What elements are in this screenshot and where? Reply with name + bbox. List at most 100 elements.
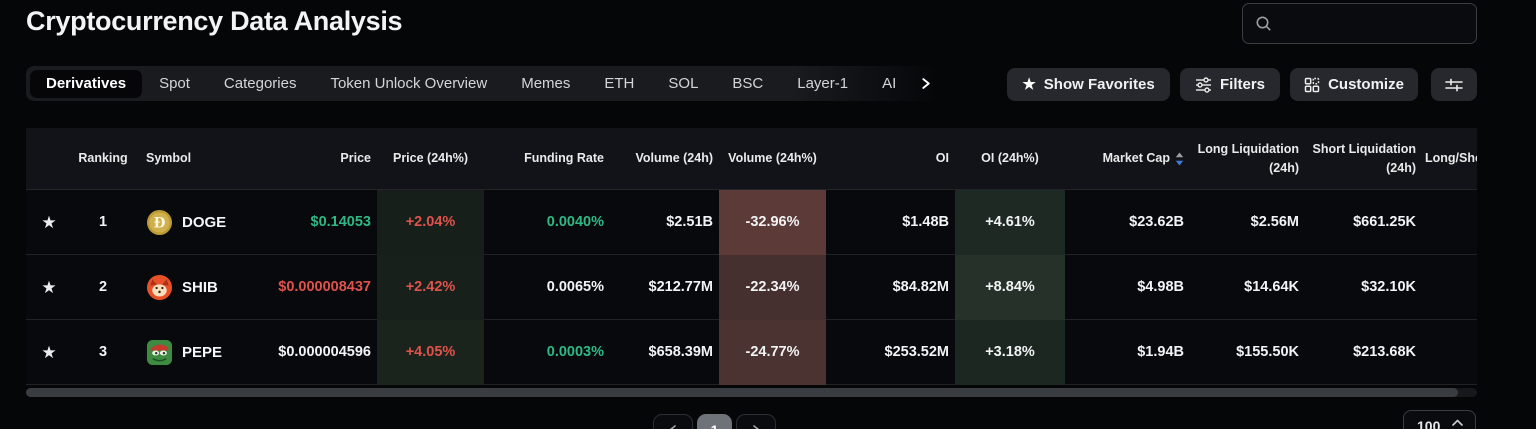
price-change-cell: +4.05% xyxy=(377,320,484,385)
tab-bsc[interactable]: BSC xyxy=(732,75,764,92)
symbol-cell[interactable]: Ð DOGE xyxy=(134,190,240,254)
volume-change-cell: -22.34% xyxy=(719,255,826,320)
col-long-liquidation[interactable]: Long Liquidation (24h) xyxy=(1197,142,1299,175)
volume-cell: $2.51B xyxy=(666,214,713,230)
long-liquidation-cell: $14.64K xyxy=(1244,279,1299,295)
pagination-current-page[interactable]: 1 xyxy=(697,414,732,429)
col-funding-rate[interactable]: Funding Rate xyxy=(524,151,604,166)
col-oi[interactable]: OI xyxy=(935,151,949,166)
pagination-prev-button[interactable] xyxy=(653,414,693,429)
price-cell: $0.000008437 xyxy=(278,279,371,295)
oi-cell: $253.52M xyxy=(884,344,950,360)
price-cell: $0.14053 xyxy=(310,214,371,230)
tab-derivatives[interactable]: Derivatives xyxy=(30,69,143,98)
tab-spot[interactable]: Spot xyxy=(159,75,190,92)
col-market-cap[interactable]: Market Cap xyxy=(1065,128,1190,189)
funding-rate-cell: 0.0003% xyxy=(546,344,604,360)
column-settings-button[interactable] xyxy=(1431,68,1477,101)
symbol-cell[interactable]: PEPE xyxy=(134,320,240,384)
search-icon xyxy=(1255,15,1272,32)
tab-ai[interactable]: AI xyxy=(882,75,897,92)
table-row[interactable]: ★ 2 SHIB $0.000008437 +2.42% 0.0065% $21… xyxy=(26,255,1477,320)
customize-button[interactable]: Customize xyxy=(1290,68,1418,101)
oi-change-cell: +8.84% xyxy=(955,255,1065,320)
tab-layer-1[interactable]: Layer-1 xyxy=(797,75,849,92)
page-size-stepper[interactable]: 100 xyxy=(1403,410,1476,429)
long-short-cell xyxy=(1422,320,1477,384)
col-price-24h[interactable]: Price (24h%) xyxy=(392,151,469,166)
col-symbol[interactable]: Symbol xyxy=(146,151,192,166)
chevron-right-icon xyxy=(750,424,762,429)
col-long-short[interactable]: Long/Short xyxy=(1425,151,1477,166)
market-cap-cell: $4.98B xyxy=(1137,279,1184,295)
pagination-next-button[interactable] xyxy=(736,414,776,429)
derivatives-table: Ranking Symbol Price Price (24h%) Fundin… xyxy=(26,128,1477,385)
sort-indicator-icon xyxy=(1175,152,1184,166)
favorite-star-icon[interactable]: ★ xyxy=(41,342,57,362)
oi-change-cell: +3.18% xyxy=(955,320,1065,385)
category-tabs: Derivatives Spot Categories Token Unlock… xyxy=(26,66,938,101)
filters-sliders-icon xyxy=(1195,76,1212,93)
col-short-liquidation[interactable]: Short Liquidation (24h) xyxy=(1312,142,1416,175)
market-cap-cell: $1.94B xyxy=(1137,344,1184,360)
favorite-star-icon[interactable]: ★ xyxy=(41,277,57,297)
tab-token-unlock-overview[interactable]: Token Unlock Overview xyxy=(330,75,488,92)
horizontal-scrollbar-thumb[interactable] xyxy=(26,388,1458,397)
tab-sol[interactable]: SOL xyxy=(668,75,699,92)
short-liquidation-cell: $32.10K xyxy=(1361,279,1416,295)
ranking-cell: 2 xyxy=(98,279,108,295)
funding-rate-cell: 0.0065% xyxy=(546,279,604,295)
star-icon: ★ xyxy=(1022,76,1036,93)
volume-cell: $212.77M xyxy=(648,279,714,295)
oi-cell: $84.82M xyxy=(892,279,949,295)
oi-cell: $1.48B xyxy=(902,214,949,230)
search-input[interactable] xyxy=(1280,15,1464,32)
svg-text:Ð: Ð xyxy=(154,215,166,231)
favorite-cell: ★ xyxy=(26,320,72,384)
sliders-icon xyxy=(1445,77,1463,93)
filters-label: Filters xyxy=(1219,76,1265,93)
chevron-left-icon xyxy=(667,424,679,429)
ranking-cell: 1 xyxy=(98,214,108,230)
volume-change-cell: -24.77% xyxy=(719,320,826,385)
col-price[interactable]: Price xyxy=(340,151,371,166)
tab-memes[interactable]: Memes xyxy=(521,75,571,92)
page-size-value: 100 xyxy=(1417,418,1441,429)
tab-eth[interactable]: ETH xyxy=(604,75,635,92)
col-oi-24h-pct[interactable]: OI (24h%) xyxy=(981,151,1039,166)
tabs-overflow-button[interactable] xyxy=(913,77,938,90)
col-ranking[interactable]: Ranking xyxy=(78,151,128,166)
price-change-cell: +2.04% xyxy=(377,190,484,255)
show-favorites-button[interactable]: ★ Show Favorites xyxy=(1007,68,1170,101)
long-liquidation-cell: $2.56M xyxy=(1250,214,1299,230)
chevron-right-icon xyxy=(919,77,932,90)
symbol-name: PEPE xyxy=(182,343,223,361)
pepe-coin-icon xyxy=(146,339,173,366)
market-cap-label: Market Cap xyxy=(1102,151,1170,166)
doge-coin-icon: Ð xyxy=(146,209,173,236)
oi-change-cell: +4.61% xyxy=(955,190,1065,255)
favorite-cell: ★ xyxy=(26,255,72,319)
volume-cell: $658.39M xyxy=(648,344,714,360)
long-short-cell xyxy=(1422,190,1477,254)
table-row[interactable]: ★ 3 PEPE $0.000004596 +4.05% 0.0003% $65… xyxy=(26,320,1477,385)
table-row[interactable]: ★ 1 Ð DOGE $0.14053 +2.04% 0.0040% $2.51… xyxy=(26,190,1477,255)
tab-categories[interactable]: Categories xyxy=(223,75,297,92)
symbol-name: DOGE xyxy=(182,213,227,231)
customize-label: Customize xyxy=(1328,76,1404,93)
symbol-cell[interactable]: SHIB xyxy=(134,255,240,319)
funding-rate-cell: 0.0040% xyxy=(546,214,604,230)
page-title: Cryptocurrency Data Analysis xyxy=(26,6,403,36)
filters-button[interactable]: Filters xyxy=(1180,68,1280,101)
long-short-cell xyxy=(1422,255,1477,319)
shib-coin-icon xyxy=(146,274,173,301)
favorite-cell: ★ xyxy=(26,190,72,254)
ranking-cell: 3 xyxy=(98,344,108,360)
col-volume-24h[interactable]: Volume (24h) xyxy=(635,151,713,166)
horizontal-scrollbar-track[interactable] xyxy=(26,388,1477,397)
search-box[interactable] xyxy=(1242,3,1477,44)
col-volume-24h-pct[interactable]: Volume (24h%) xyxy=(728,151,817,166)
favorite-star-icon[interactable]: ★ xyxy=(41,212,57,232)
grid-layout-icon xyxy=(1304,77,1320,93)
